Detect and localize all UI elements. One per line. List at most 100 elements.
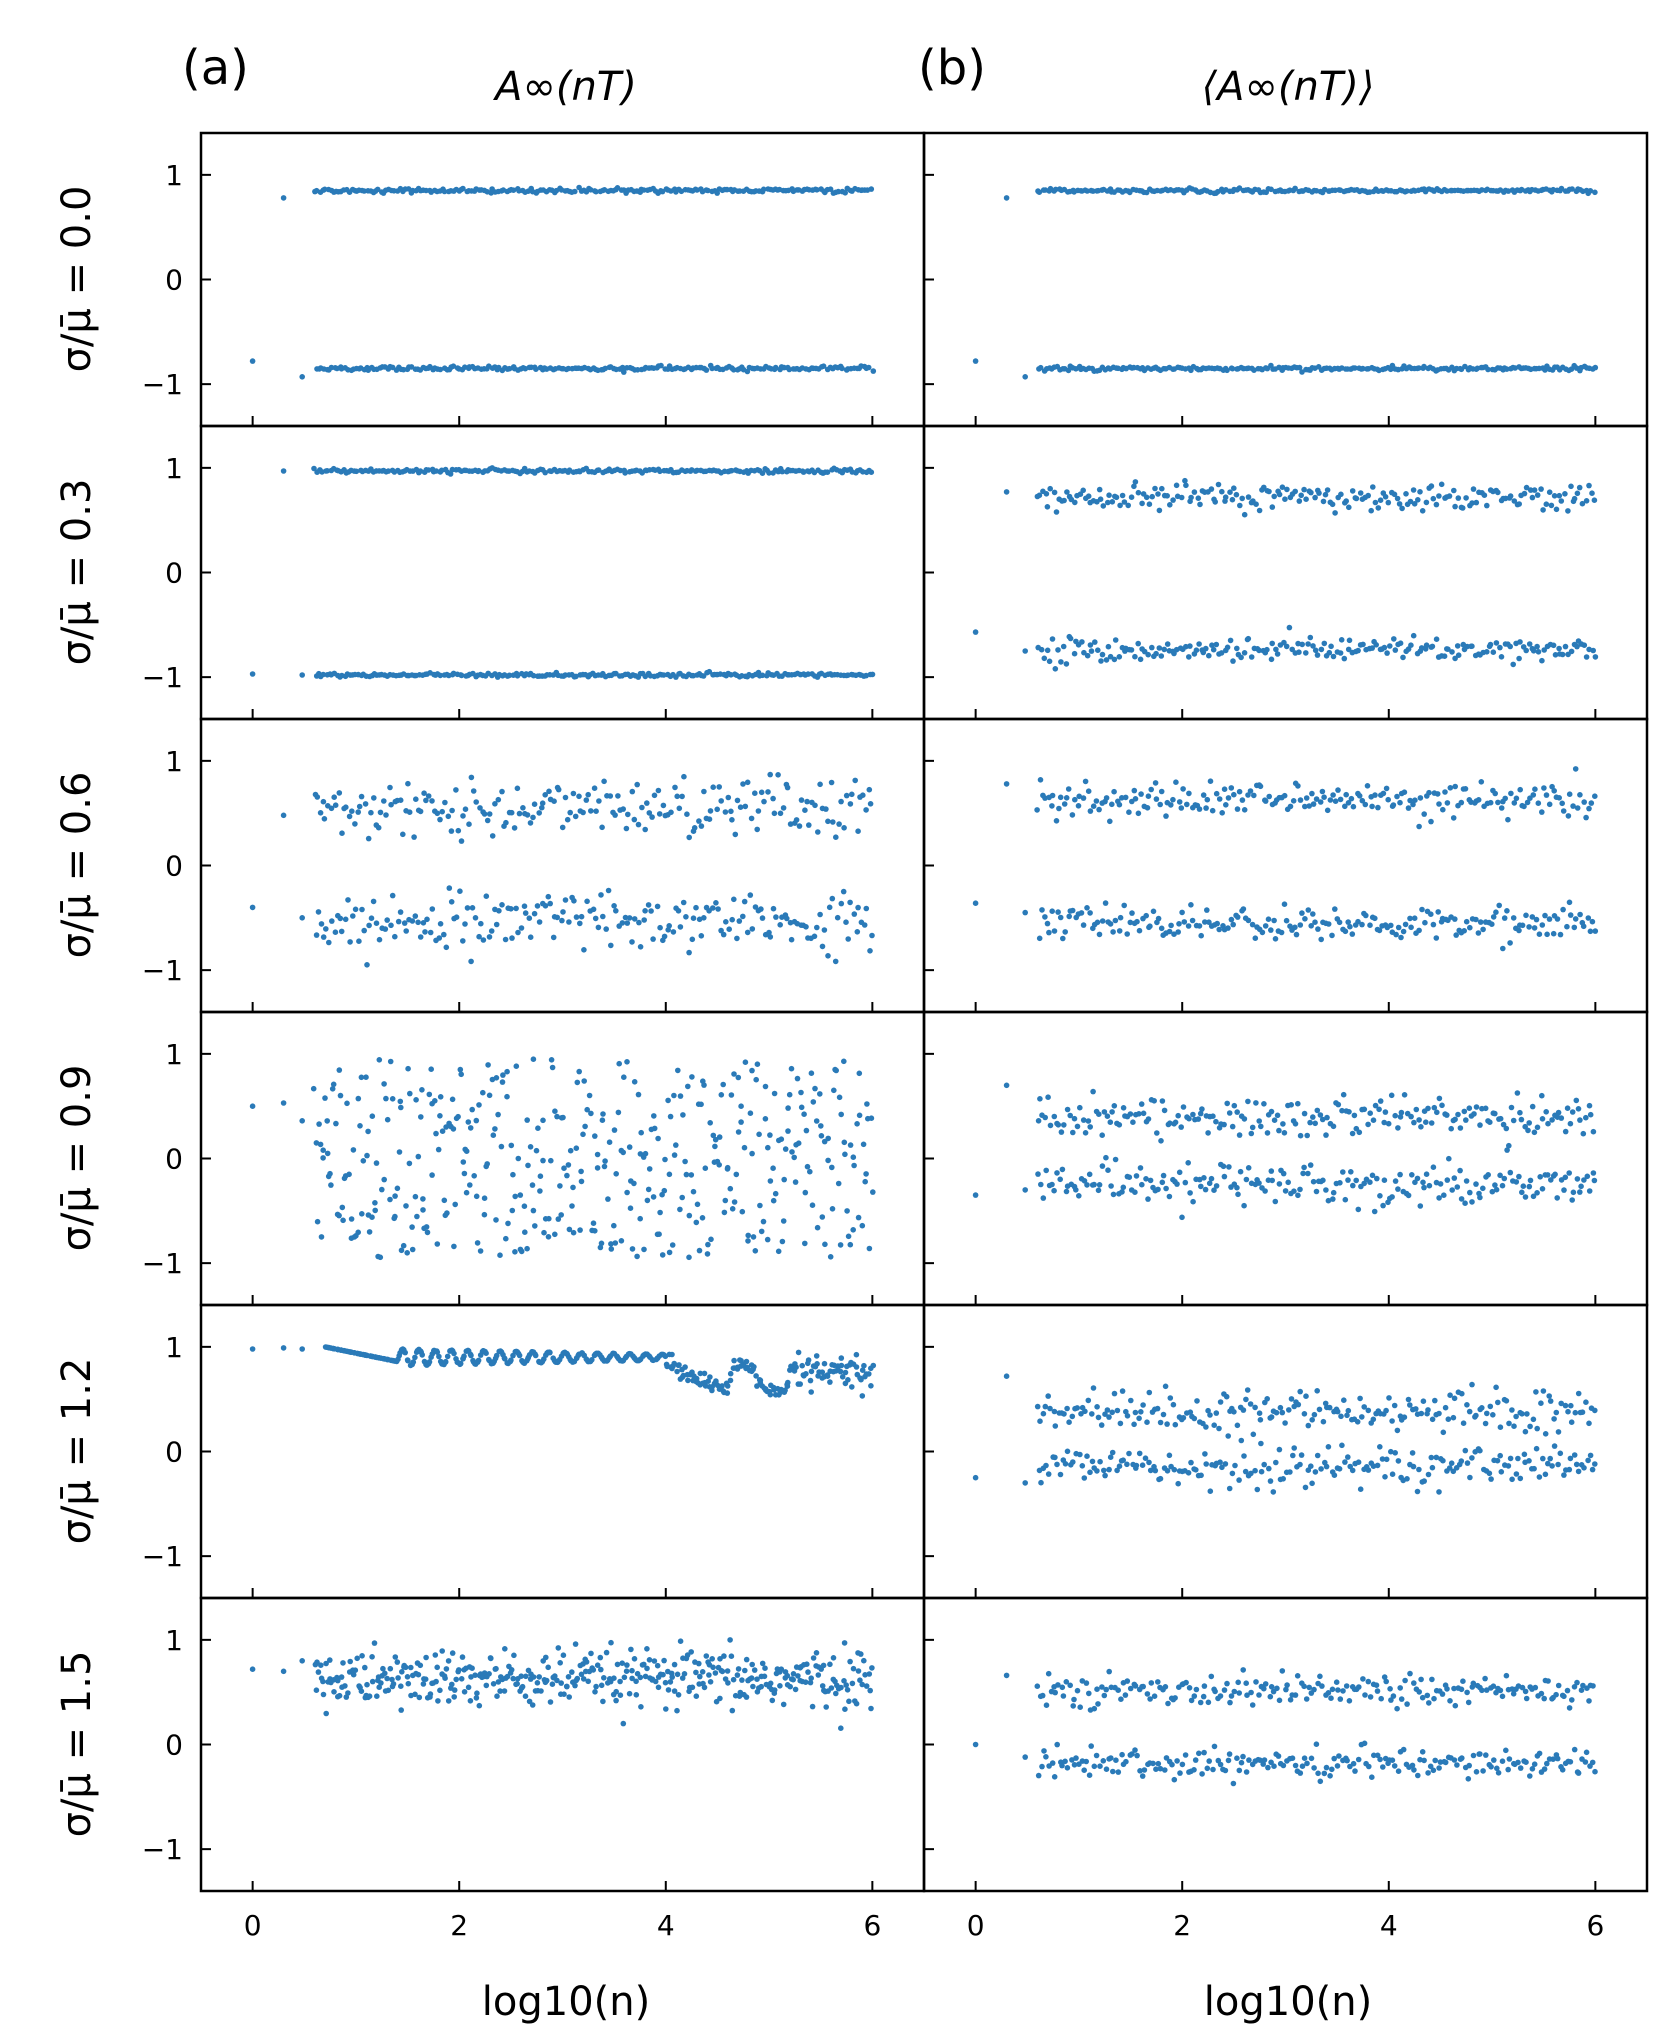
data-point [1067,635,1074,642]
data-point [588,808,594,814]
data-point [1286,1407,1292,1413]
data-point [814,1361,820,1367]
data-point [795,1349,802,1356]
data-point [621,369,627,375]
data-point [1087,642,1094,648]
data-point [750,1234,757,1240]
data-point [1449,1187,1455,1193]
data-point [1321,794,1327,800]
data-point [1484,649,1490,655]
data-point [1103,657,1110,663]
data-point [1172,1695,1178,1701]
data-point [1303,1696,1310,1702]
data-point [547,900,553,907]
data-point [1283,643,1290,650]
data-point [601,1675,607,1681]
data-point [572,1682,578,1689]
data-point [519,1683,526,1690]
data-point [1241,650,1248,656]
data-point [663,1706,669,1712]
data-point [1139,1773,1146,1779]
data-point [468,958,474,965]
data-point [1003,195,1010,201]
data-point [1428,483,1435,489]
data-point [280,1345,287,1351]
data-point [457,1360,464,1367]
data-point [1400,1746,1407,1753]
data-point [786,366,793,373]
row-label-4: σ/μ̄ = 1.2 [54,1358,100,1545]
data-point [1127,1685,1134,1692]
data-point [637,1674,644,1681]
data-point [742,1667,748,1674]
data-point [536,919,543,925]
data-point [382,926,389,932]
data-point [1245,1098,1251,1105]
data-point [1180,1104,1187,1110]
data-point [767,1132,773,1138]
data-point [1298,492,1304,499]
data-point [727,1377,734,1384]
data-point [634,1253,640,1260]
data-point [1482,1105,1489,1112]
data-point [706,1672,712,1678]
data-point [804,798,810,805]
data-point [621,1074,627,1080]
data-point [1467,1474,1473,1481]
data-point [1091,1705,1098,1712]
scatter-panel-1-4 [972,1373,1598,1495]
data-point [1003,1082,1010,1089]
data-point [532,1352,539,1359]
data-point [1558,1400,1564,1407]
data-point [353,468,360,475]
data-point [492,801,498,807]
data-point [1055,1122,1062,1128]
data-point [476,1702,483,1709]
data-point [1217,1399,1224,1405]
data-point [748,815,755,822]
data-point [1042,1403,1049,1410]
data-point [1540,1455,1546,1462]
data-point [1245,792,1251,798]
data-point [1314,652,1321,658]
scatter-panel-0-1 [249,465,876,680]
data-point [1492,1182,1498,1188]
data-point [385,468,392,474]
data-point [1232,1462,1238,1469]
data-point [1446,493,1453,499]
data-point [398,1104,404,1111]
data-point [1530,648,1537,654]
data-point [792,1686,799,1693]
data-point [693,1219,700,1226]
data-point [486,1671,492,1677]
data-point [1575,1468,1582,1475]
data-point [1222,494,1229,501]
data-point [1058,1129,1065,1135]
data-point [1133,1462,1140,1469]
data-point [435,1698,441,1704]
row-label-0: σ/μ̄ = 0.0 [54,186,100,373]
data-point [1466,1105,1473,1111]
data-point [1480,1185,1486,1192]
data-point [1570,803,1576,809]
data-point [1178,494,1185,501]
data-point [1162,1767,1168,1773]
data-point [1411,915,1418,921]
data-point [577,1227,583,1233]
data-point [759,672,766,679]
data-point [1558,185,1565,192]
data-point [1073,1187,1079,1193]
data-point [1565,508,1571,514]
data-point [739,1208,746,1215]
data-point [1318,1466,1324,1472]
data-point [508,906,514,912]
data-point [1450,815,1457,821]
data-point [400,1242,407,1249]
data-point [1441,653,1448,659]
data-point [1405,1192,1412,1199]
data-point [798,1104,805,1111]
data-point [1261,1461,1267,1468]
data-point [729,1707,736,1714]
data-point [1292,924,1298,931]
data-point [1325,1444,1332,1450]
